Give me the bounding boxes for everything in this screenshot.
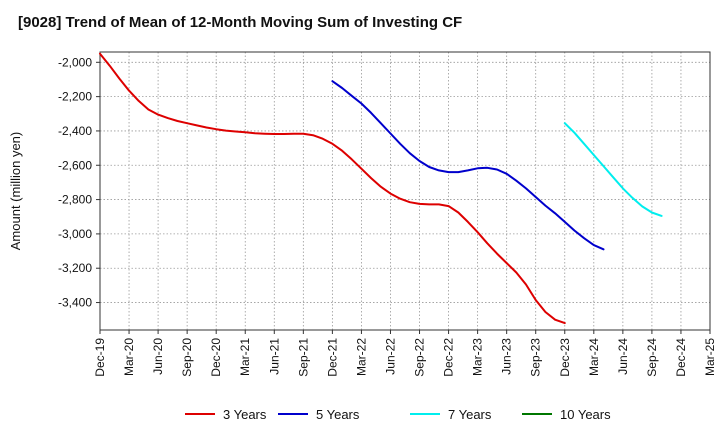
x-tick-label: Dec-24 bbox=[674, 338, 688, 377]
x-tick-label: Mar-22 bbox=[354, 338, 368, 376]
x-tick-label: Dec-20 bbox=[209, 338, 223, 377]
x-tick-label: Jun-23 bbox=[500, 338, 514, 375]
x-tick-label: Sep-20 bbox=[180, 338, 194, 377]
x-tick-label: Jun-20 bbox=[151, 338, 165, 375]
legend-label-3-years: 3 Years bbox=[223, 407, 267, 422]
plot-background bbox=[100, 52, 710, 330]
x-tick-label: Dec-22 bbox=[442, 338, 456, 377]
x-tick-label: Mar-24 bbox=[587, 338, 601, 376]
y-tick-label: -2,200 bbox=[58, 90, 92, 104]
y-tick-label: -3,200 bbox=[58, 261, 92, 275]
y-axis-label: Amount (million yen) bbox=[8, 132, 23, 251]
x-tick-label: Dec-23 bbox=[558, 338, 572, 377]
y-tick-label: -2,000 bbox=[58, 55, 92, 69]
x-tick-label: Sep-21 bbox=[296, 338, 310, 377]
y-tick-label: -2,400 bbox=[58, 124, 92, 138]
x-tick-label: Jun-24 bbox=[616, 338, 630, 375]
y-tick-label: -3,000 bbox=[58, 227, 92, 241]
x-tick-label: Jun-21 bbox=[267, 338, 281, 375]
legend-label-10-years: 10 Years bbox=[560, 407, 611, 422]
x-tick-label: Mar-20 bbox=[122, 338, 136, 376]
x-tick-label: Dec-19 bbox=[93, 338, 107, 377]
x-tick-label: Mar-25 bbox=[703, 338, 717, 376]
chart-title: [9028] Trend of Mean of 12-Month Moving … bbox=[18, 14, 463, 31]
plot-frame bbox=[99, 51, 711, 331]
x-tick-label: Sep-22 bbox=[413, 338, 427, 377]
x-tick-label: Dec-21 bbox=[325, 338, 339, 377]
legend-label-5-years: 5 Years bbox=[316, 407, 360, 422]
y-tick-label: -2,600 bbox=[58, 158, 92, 172]
series-line-3-years bbox=[99, 52, 566, 325]
y-tick-label: -2,800 bbox=[58, 193, 92, 207]
y-tick-label: -3,400 bbox=[58, 296, 92, 310]
x-tick-label: Jun-22 bbox=[383, 338, 397, 375]
x-tick-label: Sep-23 bbox=[529, 338, 543, 377]
series-line-7-years bbox=[563, 122, 663, 217]
x-tick-label: Sep-24 bbox=[645, 338, 659, 377]
x-tick-label: Mar-21 bbox=[238, 338, 252, 376]
series-line-5-years bbox=[331, 80, 605, 251]
x-tick-label: Mar-23 bbox=[471, 338, 485, 376]
legend-label-7-years: 7 Years bbox=[448, 407, 492, 422]
